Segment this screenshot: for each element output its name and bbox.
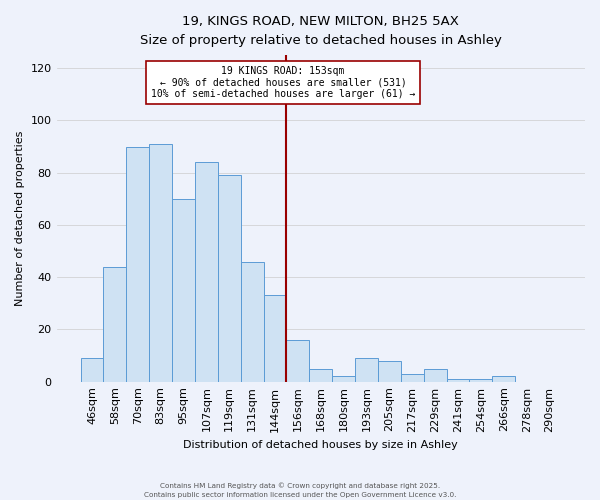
Bar <box>310 368 332 382</box>
Bar <box>401 374 424 382</box>
Bar <box>286 340 310 382</box>
Text: Contains HM Land Registry data © Crown copyright and database right 2025.
Contai: Contains HM Land Registry data © Crown c… <box>144 482 456 498</box>
Y-axis label: Number of detached properties: Number of detached properties <box>15 130 25 306</box>
Text: 19 KINGS ROAD: 153sqm
← 90% of detached houses are smaller (531)
10% of semi-det: 19 KINGS ROAD: 153sqm ← 90% of detached … <box>151 66 415 99</box>
Bar <box>103 266 127 382</box>
Bar <box>424 368 446 382</box>
Title: 19, KINGS ROAD, NEW MILTON, BH25 5AX
Size of property relative to detached house: 19, KINGS ROAD, NEW MILTON, BH25 5AX Siz… <box>140 15 502 47</box>
Bar <box>446 379 469 382</box>
Bar <box>127 146 149 382</box>
Bar <box>469 379 493 382</box>
Bar <box>332 376 355 382</box>
Bar <box>493 376 515 382</box>
Bar <box>218 176 241 382</box>
X-axis label: Distribution of detached houses by size in Ashley: Distribution of detached houses by size … <box>184 440 458 450</box>
Bar <box>263 296 286 382</box>
Bar <box>172 199 195 382</box>
Bar <box>195 162 218 382</box>
Bar <box>80 358 103 382</box>
Bar <box>149 144 172 382</box>
Bar <box>378 361 401 382</box>
Bar <box>241 262 263 382</box>
Bar <box>355 358 378 382</box>
